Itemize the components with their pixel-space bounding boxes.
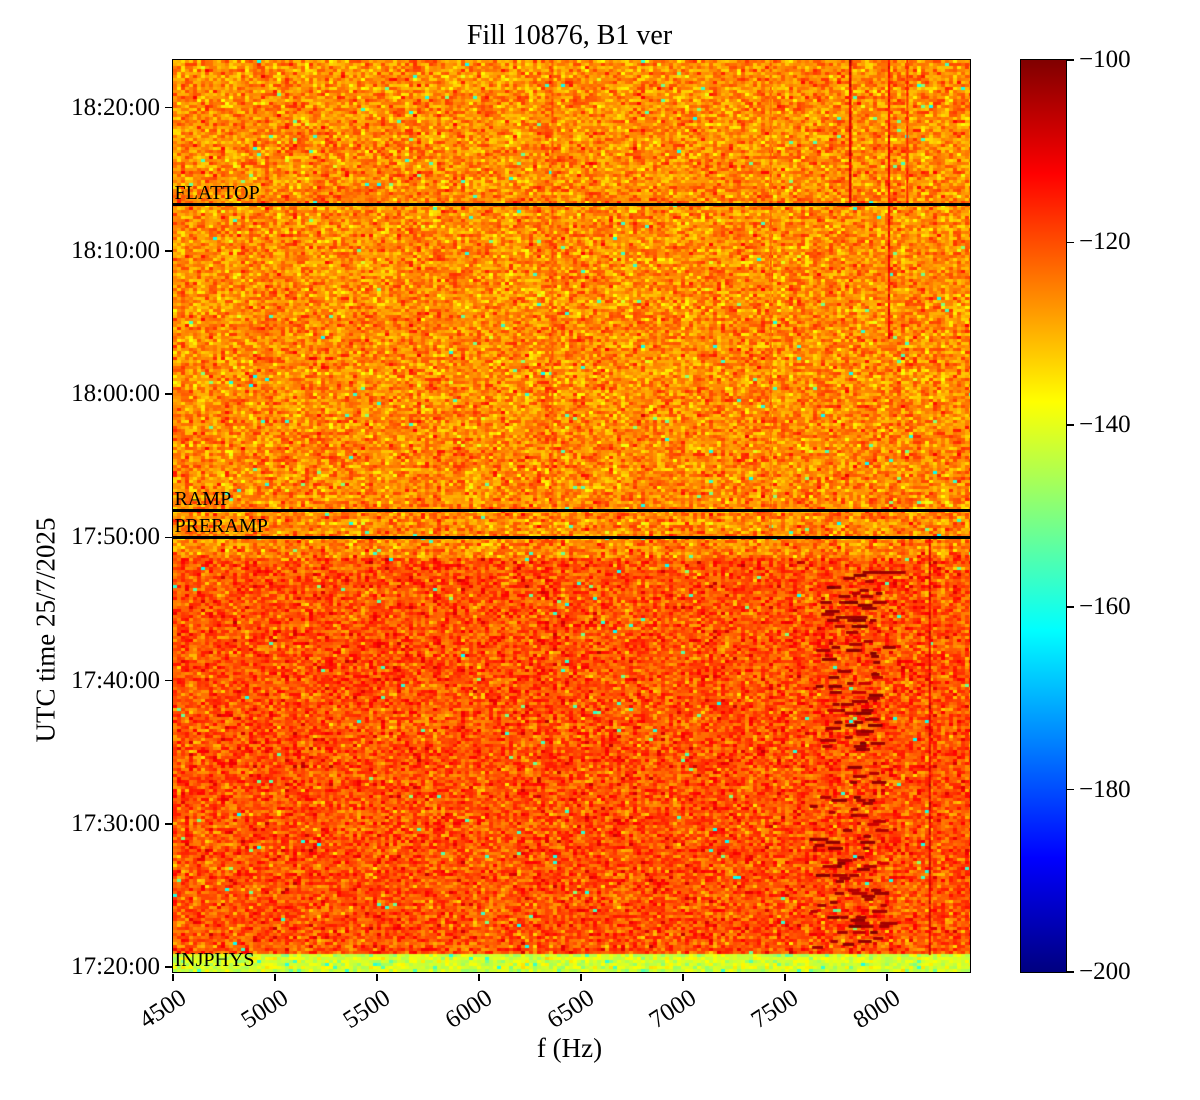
x-tick-label: 6000: [440, 984, 498, 1035]
chart-title: Fill 10876, B1 ver: [466, 20, 673, 51]
colorbar-tick-label: −120: [1079, 228, 1131, 256]
x-axis-label: f (Hz): [536, 1033, 603, 1063]
annotation-label-ramp: RAMP: [174, 488, 232, 511]
annotation-label-preramp: PRERAMP: [174, 515, 268, 538]
colorbar-tick-label: −180: [1079, 775, 1131, 803]
x-tick-mark: [784, 973, 786, 981]
x-tick-mark: [886, 973, 888, 981]
y-tick-label: 17:40:00: [71, 666, 160, 694]
annotation-label-injphys: INJPHYS: [174, 948, 255, 971]
y-tick-mark: [165, 823, 172, 825]
x-tick-label: 5000: [236, 984, 294, 1035]
y-tick-mark: [165, 536, 172, 539]
y-tick-mark: [165, 679, 172, 682]
x-tick-mark: [580, 973, 582, 981]
annotation-line-preramp: [172, 536, 970, 539]
annotation-label-flattop: FLATTOP: [174, 182, 260, 205]
colorbar-tick-label: −140: [1079, 410, 1131, 438]
x-tick-mark: [172, 973, 174, 981]
x-tick-mark: [682, 973, 684, 981]
y-tick-label: 17:20:00: [71, 953, 160, 981]
annotation-line-flattop: [172, 203, 970, 206]
colorbar-tick-label: −160: [1079, 593, 1131, 621]
colorbar-tick-mark: [1066, 424, 1074, 426]
x-tick-label: 4500: [134, 984, 192, 1035]
y-tick-mark: [165, 966, 172, 968]
colorbar-tick-mark: [1066, 241, 1074, 244]
y-tick-mark: [165, 393, 172, 395]
x-tick-label: 7000: [644, 984, 702, 1035]
y-tick-label: 18:00:00: [71, 380, 160, 408]
y-tick-label: 17:50:00: [71, 523, 160, 551]
colorbar-tick-mark: [1066, 788, 1074, 791]
spectrogram-plot: FLATTOP RAMP PRERAMP INJPHYS: [171, 58, 971, 973]
x-tick-label: 6500: [542, 984, 600, 1035]
y-tick-label: 18:10:00: [71, 236, 160, 264]
x-tick-mark: [478, 973, 480, 981]
colorbar-tick-label: −100: [1079, 46, 1131, 73]
colorbar-tick-mark: [1066, 971, 1074, 973]
spectrogram-canvas: [172, 59, 970, 972]
x-tick-label: 7500: [746, 984, 804, 1035]
y-tick-label: 18:20:00: [71, 93, 160, 121]
y-tick-label: 17:30:00: [71, 809, 160, 837]
x-tick-label: 5500: [338, 984, 396, 1035]
y-tick-mark: [165, 106, 172, 109]
x-tick-mark: [376, 973, 378, 981]
colorbar: [1020, 58, 1067, 973]
colorbar-tick-mark: [1066, 59, 1074, 61]
x-tick-mark: [274, 973, 276, 981]
y-tick-mark: [165, 250, 172, 252]
x-tick-label: 8000: [848, 984, 906, 1035]
colorbar-tick-label: −200: [1079, 958, 1131, 985]
colorbar-tick-mark: [1066, 606, 1074, 608]
annotation-line-ramp: [172, 509, 970, 512]
